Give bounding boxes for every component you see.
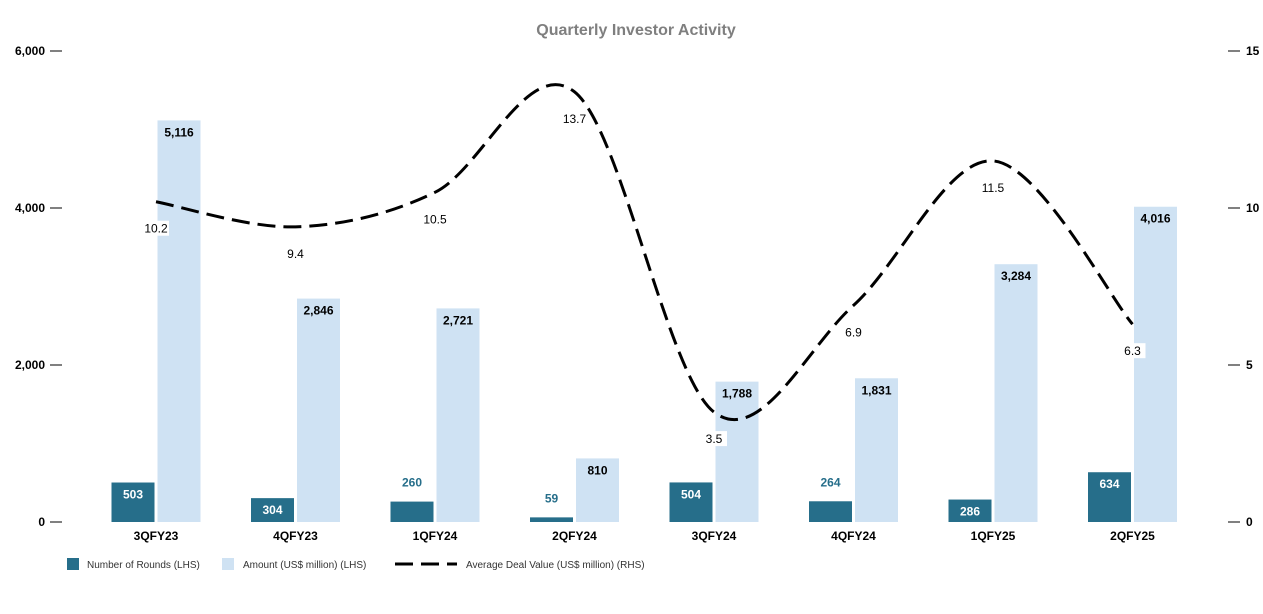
amount-data-label: 2,721 <box>443 313 473 327</box>
category-labels: 3QFY23 4QFY23 1QFY24 2QFY24 3QFY24 4QFY24 1QFY… <box>134 529 1156 543</box>
legend-rounds-swatch <box>67 558 79 570</box>
right-tick-label: 10 <box>1246 201 1260 215</box>
avg-data-label: 6.3 <box>1124 344 1141 358</box>
rounds-bar <box>111 482 155 522</box>
left-tick-label: 4,000 <box>15 201 45 215</box>
legend-avg-label: Average Deal Value (US$ million) (RHS) <box>466 560 645 571</box>
category-label: 2QFY24 <box>552 529 597 543</box>
legend-rounds-label: Number of Rounds (LHS) <box>87 560 200 571</box>
rounds-bar <box>948 499 992 522</box>
rounds-bar <box>809 501 852 522</box>
category-label: 2QFY25 <box>1110 529 1155 543</box>
amount-bar <box>994 264 1038 522</box>
left-tick-label: 6,000 <box>15 44 45 58</box>
right-tick-label: 5 <box>1246 358 1253 372</box>
avg-label-bg <box>840 324 867 340</box>
amount-data-label: 1,831 <box>861 383 891 397</box>
amount-data-label: 3,284 <box>1001 269 1031 283</box>
chart-title: Quarterly Investor Activity <box>536 22 736 39</box>
avg-data-label: 6.9 <box>845 325 862 339</box>
rounds-data-label: 304 <box>262 503 282 517</box>
category-label: 3QFY23 <box>134 529 179 543</box>
avg-data-label: 9.4 <box>287 247 304 261</box>
avg-data-label: 3.5 <box>706 432 723 446</box>
avg-data-label: 11.5 <box>982 181 1005 195</box>
avg-data-label: 10.5 <box>423 212 447 226</box>
right-tick-label: 0 <box>1246 515 1253 529</box>
amount-bar <box>436 308 480 522</box>
rounds-bar <box>251 498 294 522</box>
rounds-bar <box>669 482 713 522</box>
right-axis: 0 5 10 15 <box>1228 44 1260 529</box>
category-label: 4QFY24 <box>831 529 876 543</box>
amount-bar <box>297 298 340 522</box>
rounds-data-label: 59 <box>545 491 559 505</box>
avg-label-bg <box>282 245 309 261</box>
rounds-data-label: 503 <box>123 488 143 502</box>
avg-label-bg <box>143 220 169 236</box>
avg-data-label: 10.2 <box>144 222 168 236</box>
avg-data-label: 13.7 <box>563 112 587 126</box>
labels-group: 503 5,116 304 2,846 260 2,721 59 810 504 1,788 264… <box>123 125 1171 518</box>
amount-data-label: 2,846 <box>303 304 333 318</box>
rounds-bar <box>390 501 434 522</box>
legend-amount-label: Amount (US$ million) (LHS) <box>243 560 366 571</box>
avg-deal-value-line <box>155 83 1134 421</box>
avg-label-bg <box>1119 343 1146 359</box>
avg-label-bg <box>701 431 727 447</box>
category-label: 1QFY25 <box>971 529 1016 543</box>
legend: Number of Rounds (LHS) Amount (US$ millio… <box>67 558 645 571</box>
amount-data-label: 5,116 <box>164 125 194 139</box>
legend-amount-swatch <box>222 558 234 570</box>
amount-bar <box>157 120 201 523</box>
amount-bar <box>715 381 759 522</box>
rounds-data-label: 634 <box>1099 477 1119 491</box>
left-tick-label: 2,000 <box>15 358 45 372</box>
bars-group <box>111 120 1177 523</box>
rounds-bar <box>530 517 573 522</box>
category-label: 3QFY24 <box>692 529 737 543</box>
avg-label-bg <box>561 110 588 126</box>
avg-label-bg <box>422 211 448 227</box>
amount-bar <box>576 458 619 522</box>
rounds-data-label: 504 <box>681 487 701 501</box>
amount-bar <box>855 378 898 522</box>
rounds-bar <box>1088 472 1131 522</box>
amount-data-label: 4,016 <box>1140 212 1170 226</box>
category-label: 4QFY23 <box>273 529 318 543</box>
amount-data-label: 1,788 <box>722 387 752 401</box>
amount-bar <box>1134 206 1177 522</box>
left-axis: 0 2,000 4,000 6,000 <box>15 44 62 529</box>
avg-label-bg <box>980 179 1006 195</box>
left-tick-label: 0 <box>38 515 45 529</box>
line-group: 10.2 9.4 10.5 13.7 3.5 6.9 11.5 6.3 <box>143 83 1146 447</box>
rounds-data-label: 260 <box>402 476 422 490</box>
amount-data-label: 810 <box>587 463 607 477</box>
right-tick-label: 15 <box>1246 44 1260 58</box>
rounds-data-label: 286 <box>960 505 980 519</box>
rounds-data-label: 264 <box>820 475 840 489</box>
category-label: 1QFY24 <box>413 529 458 543</box>
